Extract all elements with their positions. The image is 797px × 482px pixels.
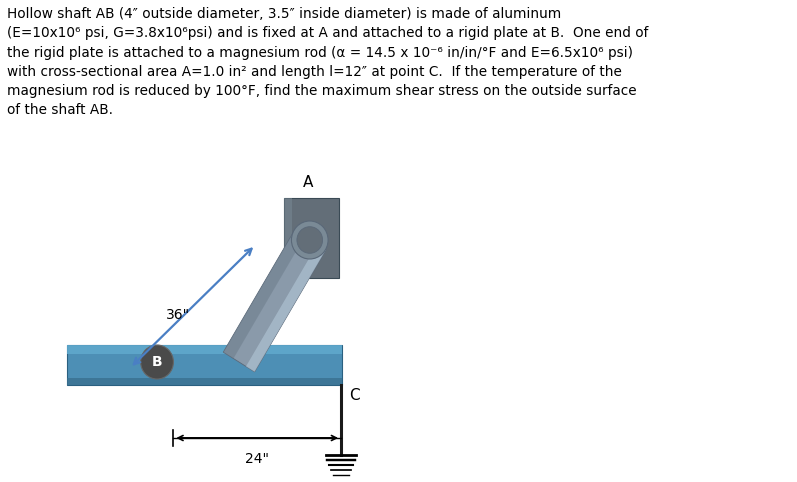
Polygon shape <box>223 230 304 359</box>
Circle shape <box>140 345 174 379</box>
Text: 36": 36" <box>167 308 190 322</box>
Text: B: B <box>151 355 163 369</box>
Ellipse shape <box>297 227 323 254</box>
Polygon shape <box>285 198 340 278</box>
Text: A: A <box>303 175 313 190</box>
Polygon shape <box>68 345 342 385</box>
Text: Hollow shaft AB (4″ outside diameter, 3.5″ inside diameter) is made of aluminum
: Hollow shaft AB (4″ outside diameter, 3.… <box>6 7 648 118</box>
Polygon shape <box>246 244 326 372</box>
Polygon shape <box>223 230 326 372</box>
Polygon shape <box>68 345 342 354</box>
Polygon shape <box>68 378 342 385</box>
Text: C: C <box>349 388 359 403</box>
Text: 24": 24" <box>245 452 269 466</box>
Polygon shape <box>285 198 292 278</box>
Ellipse shape <box>292 221 328 259</box>
